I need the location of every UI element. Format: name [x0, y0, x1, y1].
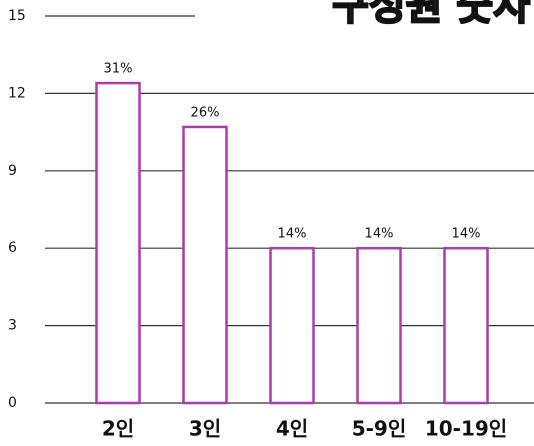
x-tick-label: 5-9인 — [352, 417, 407, 441]
y-tick-label: 0 — [8, 395, 17, 411]
title-backdrop — [195, 0, 534, 30]
bar — [269, 246, 315, 405]
value-label: 14% — [452, 227, 481, 242]
value-label: 26% — [191, 105, 220, 120]
x-tick-label: 3인 — [189, 417, 221, 441]
y-tick-label: 6 — [8, 240, 17, 256]
x-tick-label: 10-19인 — [425, 417, 507, 441]
x-tick-label: 2인 — [102, 417, 134, 441]
bar — [356, 246, 402, 405]
value-label: 31% — [104, 62, 133, 77]
value-label: 14% — [278, 227, 307, 242]
value-label: 14% — [365, 227, 394, 242]
bar — [443, 246, 489, 405]
y-tick-label: 3 — [8, 318, 17, 334]
y-tick-label: 12 — [8, 85, 26, 101]
y-tick-label: 15 — [8, 8, 26, 24]
bar — [182, 125, 228, 405]
x-tick-label: 4인 — [276, 417, 308, 441]
chart-title: 구성원 숫자 — [332, 0, 530, 29]
y-tick-label: 9 — [8, 163, 17, 179]
bar — [95, 81, 141, 405]
